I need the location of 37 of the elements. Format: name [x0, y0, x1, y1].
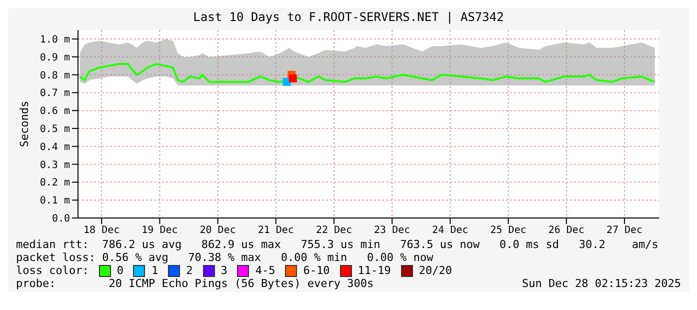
y-tick-label: 1.0 m [40, 34, 70, 46]
x-tick-label: 20 Dec [200, 225, 236, 236]
legend-title: loss color: [16, 264, 89, 277]
text: probe: 20 ICMP Echo Pings (56 Bytes) every 300s [16, 277, 374, 290]
x-tick-label: 25 Dec [490, 225, 526, 236]
y-tick-label: 0.6 m [40, 106, 70, 118]
x-tick-label: 27 Dec [606, 225, 643, 236]
x-tick-label: 21 Dec [258, 225, 294, 236]
legend-label: 1 [151, 264, 158, 277]
x-tick-label: 26 Dec [548, 225, 584, 236]
legend-label: 2 [186, 264, 193, 277]
y-tick-label: 0.0 [52, 214, 70, 225]
text: packet loss: 0.56 % avg 70.38 % max 0.00 % min 0.00 % now [16, 251, 434, 264]
legend-label: 6-10 [303, 264, 330, 277]
legend-label: 11-19 [358, 264, 391, 277]
text: median rtt: 786.2 us avg 862.9 us max 755.3 us min 763.5 us now 0.0 ms sd 30.2 am/s [16, 238, 660, 251]
chart-title: Last 10 Days to F.ROOT-SERVERS.NET | AS7342 [192, 9, 505, 24]
y-tick-label: 0.2 m [40, 178, 70, 189]
y-tick-label: 0.4 m [40, 142, 70, 153]
text: Sun Dec 28 02:15:23 2025 [522, 277, 681, 290]
y-tick-label: 0.9 m [40, 52, 70, 64]
y-tick-label: 0.1 m [40, 196, 70, 207]
x-tick-label: 18 Dec [84, 225, 120, 236]
y-tick-label: 0.5 m [40, 124, 70, 136]
y-tick-label: 0.8 m [40, 70, 70, 82]
legend-label: 0 [116, 264, 124, 277]
x-tick-label: 19 Dec [142, 225, 178, 236]
legend-label: 20/20 [418, 264, 452, 277]
point [288, 74, 297, 82]
y-tick-label: 0.7 m [40, 88, 70, 100]
y-tick-label: 0.3 m [40, 160, 70, 171]
y-axis-title: Seconds [18, 100, 31, 148]
x-tick-label: 22 Dec [316, 225, 352, 236]
x-tick-label: 24 Dec [432, 225, 468, 236]
legend-label: 4-5 [255, 264, 276, 277]
x-tick-label: 23 Dec [374, 225, 410, 236]
legend-label: 3 [220, 264, 228, 277]
